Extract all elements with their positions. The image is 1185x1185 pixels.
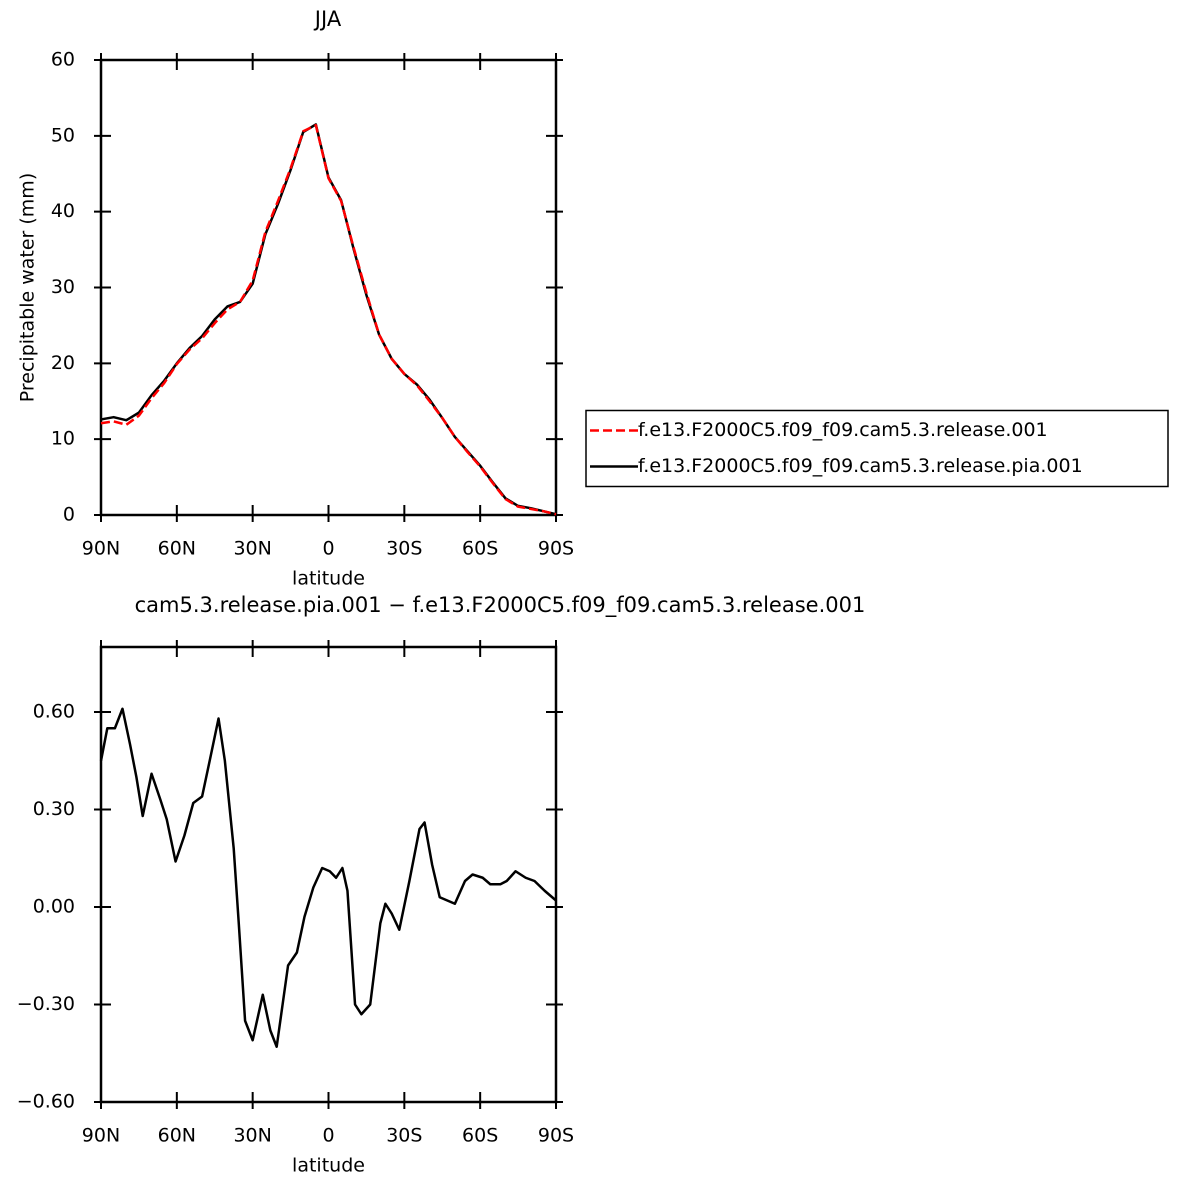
data-line (100, 123, 557, 516)
x-tick-label: 60N (158, 538, 196, 560)
y-axis-label: Precipitable water (mm) (17, 173, 39, 402)
x-tick-label: 30S (386, 538, 422, 560)
y-tick-label: −0.30 (17, 993, 75, 1015)
x-tick-label: 60S (462, 538, 498, 560)
data-line (99, 707, 557, 1048)
x-tick-label: 30S (386, 1125, 422, 1147)
x-tick-label: 90S (538, 1125, 574, 1147)
x-tick-label: 0 (322, 1125, 334, 1147)
x-tick-label: 90S (538, 538, 574, 560)
y-tick-label: 0.00 (33, 896, 75, 918)
x-tick-label: 30N (233, 1125, 271, 1147)
x-axis-label: latitude (292, 1155, 365, 1177)
y-tick-label: 60 (51, 49, 75, 71)
y-tick-label: 30 (51, 276, 75, 298)
x-tick-label: 60S (462, 1125, 498, 1147)
y-tick-label: 40 (51, 200, 75, 222)
data-line (100, 123, 557, 516)
x-tick-label: 30N (233, 538, 271, 560)
x-tick-label: 60N (158, 1125, 196, 1147)
y-tick-label: 10 (51, 428, 75, 450)
plot-frame (99, 58, 558, 517)
legend-label: f.e13.F2000C5.f09_f09.cam5.3.release.001 (638, 419, 1048, 441)
y-tick-label: 0 (63, 504, 75, 526)
y-tick-label: 0.30 (33, 798, 75, 820)
x-tick-label: 90N (82, 1125, 120, 1147)
plot-frame (99, 645, 558, 1104)
y-tick-label: −0.60 (17, 1091, 75, 1113)
x-tick-label: 90N (82, 538, 120, 560)
y-tick-label: 20 (51, 352, 75, 374)
legend-label: f.e13.F2000C5.f09_f09.cam5.3.release.pia… (638, 455, 1083, 477)
y-tick-label: 50 (51, 124, 75, 146)
x-tick-label: 0 (322, 538, 334, 560)
legend-box (585, 409, 1169, 488)
chart-title: JJA (313, 7, 342, 31)
x-axis-label: latitude (292, 568, 365, 590)
chart-title: cam5.3.release.pia.001 − f.e13.F2000C5.f… (135, 593, 866, 618)
y-tick-label: 0.60 (33, 701, 75, 723)
